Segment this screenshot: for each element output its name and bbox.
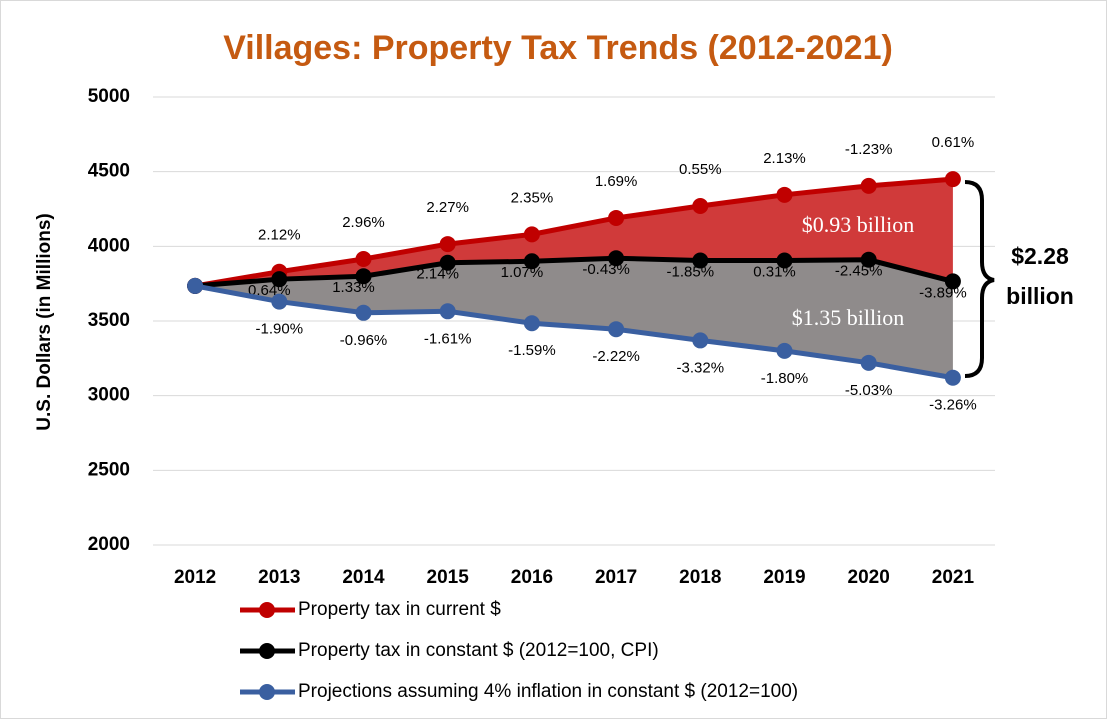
change-label: -2.45% xyxy=(835,263,883,280)
change-label: 0.61% xyxy=(932,134,975,151)
y-tick-label: 4000 xyxy=(88,235,130,256)
point xyxy=(776,342,793,359)
x-tick-label: 2017 xyxy=(595,567,637,588)
x-tick-label: 2020 xyxy=(848,567,890,588)
x-tick-label: 2013 xyxy=(258,567,300,588)
change-label: -0.96% xyxy=(340,332,388,349)
brace xyxy=(964,180,995,378)
change-label: 0.55% xyxy=(679,161,722,178)
point xyxy=(776,186,793,203)
change-label: -3.89% xyxy=(919,284,967,301)
total-label: $2.28 xyxy=(1011,243,1069,269)
x-tick-label: 2019 xyxy=(763,567,805,588)
point xyxy=(355,251,372,268)
y-tick-label: 2500 xyxy=(88,459,130,480)
total-label: billion xyxy=(1006,283,1074,309)
point xyxy=(439,236,456,253)
series-line xyxy=(194,255,954,289)
change-label: -1.85% xyxy=(667,263,715,280)
point xyxy=(271,271,288,288)
series-line xyxy=(194,283,954,381)
y-tick-label: 3000 xyxy=(88,385,130,406)
change-label: 2.27% xyxy=(426,199,469,216)
point xyxy=(439,254,456,271)
change-label: -0.43% xyxy=(582,261,630,278)
point xyxy=(271,293,288,310)
series-line xyxy=(194,176,954,289)
change-label: -1.90% xyxy=(256,321,304,338)
point xyxy=(439,303,456,320)
point xyxy=(944,171,961,188)
legend-label: Property tax in current $ xyxy=(298,599,501,620)
point xyxy=(608,209,625,226)
point xyxy=(355,304,372,321)
change-label: -1.23% xyxy=(845,141,893,158)
change-label: 1.07% xyxy=(501,264,544,281)
change-label: -5.03% xyxy=(845,382,893,399)
point xyxy=(692,198,709,215)
x-tick-label: 2012 xyxy=(174,567,216,588)
point xyxy=(860,251,877,268)
y-tick-label: 3500 xyxy=(88,310,130,331)
change-label: 2.12% xyxy=(258,227,301,244)
change-label: -1.59% xyxy=(508,342,556,359)
point xyxy=(860,177,877,194)
change-label: 1.33% xyxy=(332,279,375,296)
change-label: 2.96% xyxy=(342,214,385,231)
x-tick-label: 2014 xyxy=(342,567,385,588)
change-label: 2.14% xyxy=(416,266,459,283)
y-tick-label: 5000 xyxy=(88,86,130,107)
change-label: -3.32% xyxy=(677,359,725,376)
point xyxy=(608,250,625,267)
x-tick-label: 2015 xyxy=(427,567,470,588)
point xyxy=(355,268,372,285)
point xyxy=(187,277,204,294)
change-label: -2.22% xyxy=(592,348,640,365)
gap-label: $1.35 billion xyxy=(792,305,904,330)
x-tick-label: 2016 xyxy=(511,567,553,588)
legend-label: Property tax in constant $ (2012=100, CP… xyxy=(298,640,659,661)
point xyxy=(692,252,709,269)
point xyxy=(692,332,709,349)
legend-marker xyxy=(259,643,275,659)
change-label: -3.26% xyxy=(929,397,977,414)
legend-label: Projections assuming 4% inflation in con… xyxy=(298,681,798,702)
y-tick-label: 2000 xyxy=(88,534,130,555)
x-tick-label: 2018 xyxy=(679,567,721,588)
legend-marker xyxy=(259,602,275,618)
point xyxy=(860,354,877,371)
change-label: 2.35% xyxy=(511,189,554,206)
point xyxy=(944,369,961,386)
change-label: -1.61% xyxy=(424,330,472,347)
point xyxy=(776,252,793,269)
point xyxy=(523,226,540,243)
chart-title: Villages: Property Tax Trends (2012-2021… xyxy=(223,29,893,67)
y-axis-label: U.S. Dollars (in Millions) xyxy=(34,213,55,430)
point xyxy=(944,273,961,290)
change-label: -1.80% xyxy=(761,370,809,387)
legend-marker xyxy=(259,684,275,700)
change-label: 1.69% xyxy=(595,173,638,190)
y-tick-label: 4500 xyxy=(88,161,130,182)
point xyxy=(523,315,540,332)
point xyxy=(523,253,540,270)
x-tick-label: 2021 xyxy=(932,567,975,588)
change-label: 0.31% xyxy=(753,263,796,280)
point xyxy=(608,321,625,338)
gap-label: $0.93 billion xyxy=(802,212,914,237)
change-label: 2.13% xyxy=(763,150,806,167)
